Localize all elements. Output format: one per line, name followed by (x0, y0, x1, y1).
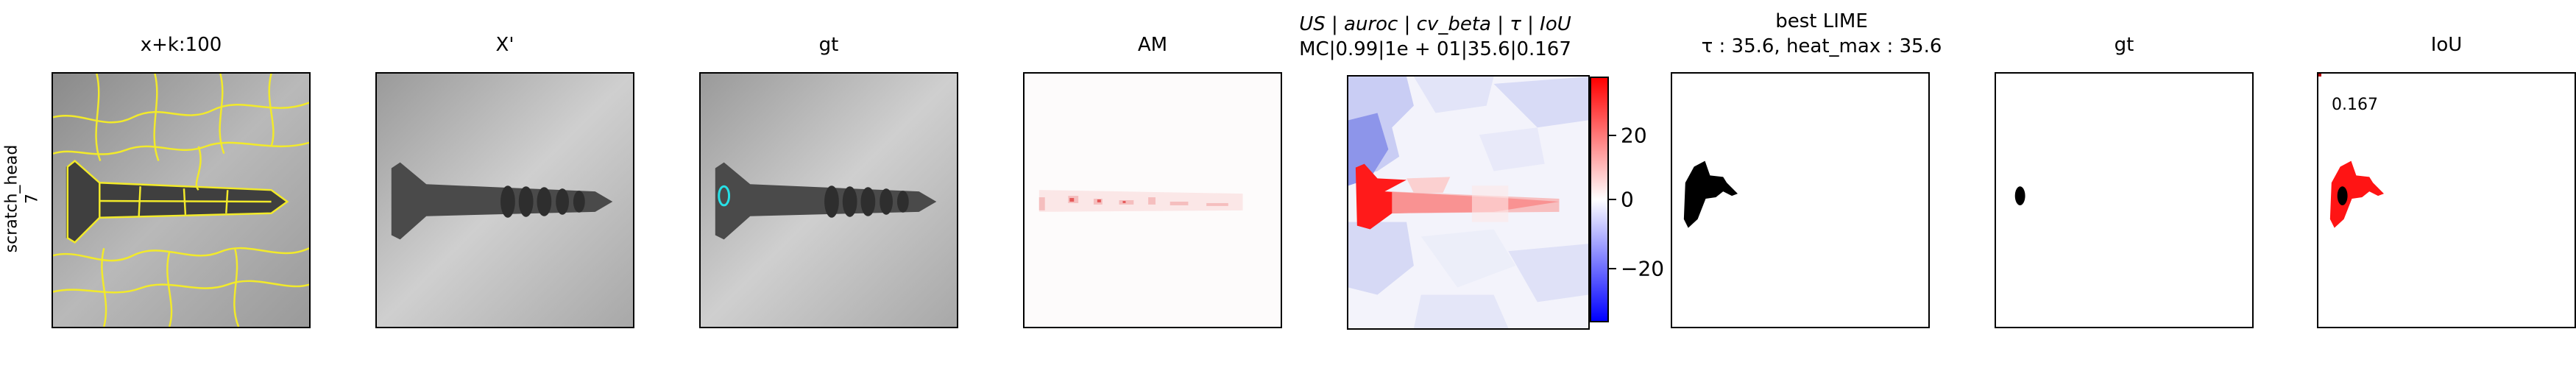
input-image (377, 74, 633, 327)
panel-superpixels (52, 72, 311, 328)
panel-title-gt: gt (818, 34, 839, 56)
gt-contour (718, 185, 731, 207)
superpixel-boundaries (53, 74, 309, 327)
metrics-values: MC|0.99|1e + 01|35.6|0.167 (1299, 38, 1571, 60)
am-heatmap (1025, 74, 1281, 327)
panel-title-iou: IoU (2430, 34, 2463, 56)
gt-mask (1996, 74, 2252, 327)
best-lime-line2: τ : 35.6, heat_max : 35.6 (1701, 35, 1942, 57)
panel-best-lime (1671, 72, 1930, 328)
panel-gt-mask (1995, 72, 2254, 328)
colorbar-tick (1609, 268, 1616, 269)
panel-title-am: AM (1137, 34, 1168, 56)
metrics-header: US | auroc | cv_beta | τ | IoU (1299, 13, 1571, 35)
superpixel-image (53, 74, 309, 327)
colorbar-label: 0 (1621, 187, 1634, 212)
panel-iou (2317, 72, 2576, 328)
colorbar (1590, 77, 1609, 322)
panel-gt-overlay (699, 72, 958, 328)
lime-heatmap (1348, 77, 1588, 328)
iou-overlay (2318, 74, 2575, 327)
best-lime-line1: best LIME (1775, 10, 1868, 32)
colorbar-tick (1609, 135, 1616, 136)
row-label-class: scratch_head (2, 144, 21, 253)
panel-title-input: X' (495, 34, 514, 56)
panel-lime-heatmap (1347, 75, 1590, 330)
colorbar-tick (1609, 199, 1616, 200)
colorbar-label: −20 (1621, 256, 1665, 281)
gt-overlay-image (701, 74, 957, 327)
row-label-index: 7 (23, 194, 41, 204)
panel-title-best-lime: best LIME τ : 35.6, heat_max : 35.6 (1656, 9, 1987, 59)
row-label: scratch_head 7 (0, 66, 44, 331)
iou-value: 0.167 (2332, 96, 2378, 114)
best-lime-mask (1672, 74, 1928, 327)
panel-title-overlay: x+k:100 (140, 34, 222, 56)
panel-input-image (375, 72, 634, 328)
colorbar-label: 20 (1621, 123, 1647, 148)
panel-title-gt-2: gt (2114, 34, 2134, 56)
panel-am (1023, 72, 1282, 328)
panel-title-metrics: US | auroc | cv_beta | τ | IoU MC|0.99|1… (1281, 12, 1590, 62)
